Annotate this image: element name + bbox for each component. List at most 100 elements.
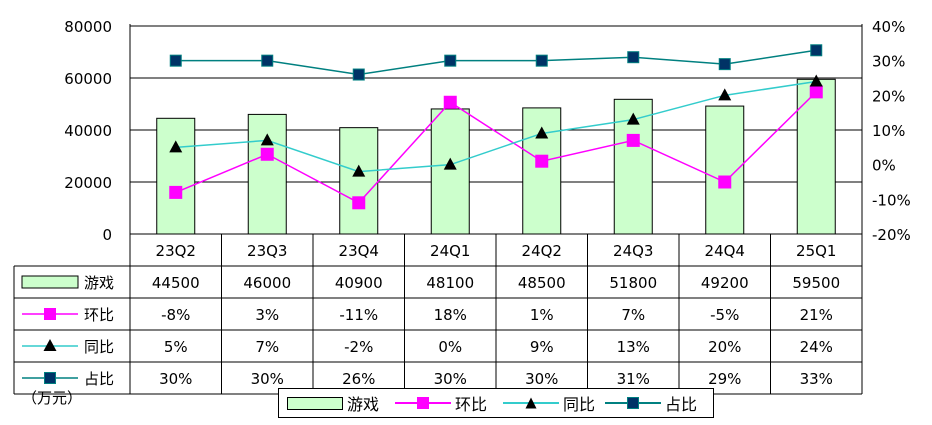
x-tick-label: 24Q2 (522, 242, 562, 260)
data-point (535, 54, 548, 67)
table-cell: -5% (710, 306, 739, 324)
legend-swatch-line (605, 395, 661, 411)
data-point (352, 164, 366, 177)
table-cell: 13% (617, 338, 650, 356)
table-cell: 21% (800, 306, 833, 324)
data-point (352, 196, 366, 210)
data-point (535, 154, 549, 168)
row-key-marker (44, 372, 56, 384)
table-cell: 3% (255, 306, 279, 324)
row-header: 占比 (84, 370, 114, 388)
table-cell: 7% (255, 338, 279, 356)
bar (796, 78, 836, 235)
table-cell: -2% (344, 338, 373, 356)
y-tick-label-right: 30% (872, 53, 905, 71)
legend-item-line: 占比 (605, 389, 697, 417)
data-point (809, 85, 823, 99)
legend-item-bar: 游戏 (287, 389, 379, 417)
y-tick-label-left: 40000 (64, 122, 112, 140)
data-point (718, 175, 732, 189)
table-cell: 24% (800, 338, 833, 356)
series-line (175, 80, 817, 173)
data-point (261, 54, 274, 67)
table-cell: 48500 (518, 274, 566, 292)
row-key-marker (43, 339, 57, 351)
row-header: 环比 (84, 306, 114, 324)
table-cell: 49200 (701, 274, 749, 292)
legend-item-line: 同比 (503, 389, 595, 417)
row-key-marker (44, 308, 56, 320)
y-tick-label-left: 0 (102, 226, 112, 244)
bar (339, 127, 379, 235)
x-tick-label: 23Q4 (339, 242, 379, 260)
y-tick-label-right: -20% (872, 226, 911, 244)
legend-item-line: 环比 (395, 389, 487, 417)
table-cell: -8% (161, 306, 190, 324)
data-point (626, 133, 640, 147)
x-tick-label: 23Q2 (156, 242, 196, 260)
data-point (535, 126, 549, 139)
data-point (443, 157, 457, 170)
table-cell: -11% (339, 306, 378, 324)
table-cell: 9% (530, 338, 554, 356)
y-tick-label-right: 20% (872, 87, 905, 105)
table-cell: 0% (438, 338, 462, 356)
data-point (169, 185, 183, 199)
data-point (626, 112, 640, 125)
y-tick-label-right: 10% (872, 122, 905, 140)
data-point (260, 133, 274, 146)
legend-label: 游戏 (347, 395, 380, 414)
legend-swatch-bar (287, 396, 343, 410)
legend-label: 占比 (665, 395, 698, 414)
data-point (627, 51, 640, 64)
legend-label: 环比 (455, 395, 488, 414)
table-cell: 48100 (426, 274, 474, 292)
table-cell: 1% (530, 306, 554, 324)
data-point (169, 140, 183, 153)
x-tick-label: 24Q1 (430, 242, 470, 260)
bar (156, 117, 196, 235)
data-point (444, 54, 457, 67)
legend-swatch-line (503, 395, 559, 411)
table-cell: 51800 (609, 274, 657, 292)
data-point (443, 95, 457, 109)
table-cell: 18% (434, 306, 467, 324)
data-point (809, 74, 823, 87)
y-tick-label-left: 60000 (64, 70, 112, 88)
table-cell: 26% (342, 370, 375, 388)
x-tick-label: 24Q3 (613, 242, 653, 260)
y-tick-label-right: 0% (872, 157, 896, 175)
table-cell: 7% (621, 306, 645, 324)
legend-label: 同比 (563, 395, 596, 414)
table-cell: 30% (434, 370, 467, 388)
table-cell: 46000 (243, 274, 291, 292)
unit-label: （万元） (22, 389, 83, 407)
table-cell: 30% (525, 370, 558, 388)
table-cell: 5% (164, 338, 188, 356)
x-tick-label: 23Q3 (247, 242, 287, 260)
table-cell: 33% (800, 370, 833, 388)
legend-swatch-line (395, 395, 451, 411)
y-tick-label-right: 40% (872, 18, 905, 36)
y-tick-label-right: -10% (872, 191, 911, 209)
table-cell: 29% (708, 370, 741, 388)
row-header: 游戏 (84, 274, 114, 292)
x-tick-label: 24Q4 (705, 242, 745, 260)
table-cell: 20% (708, 338, 741, 356)
legend: 游戏 环比 同比 占比 (278, 388, 714, 418)
bar (430, 108, 470, 235)
table-cell: 40900 (335, 274, 383, 292)
y-tick-label-left: 20000 (64, 174, 112, 192)
row-key-swatch (21, 275, 79, 289)
data-point (810, 44, 823, 57)
data-point (260, 147, 274, 161)
data-point (718, 58, 731, 71)
bar (705, 105, 745, 235)
y-tick-label-left: 80000 (64, 18, 112, 36)
table-cell: 30% (251, 370, 284, 388)
row-header: 同比 (84, 338, 114, 356)
data-point (352, 68, 365, 81)
series-line (175, 49, 817, 76)
data-point (169, 54, 182, 67)
